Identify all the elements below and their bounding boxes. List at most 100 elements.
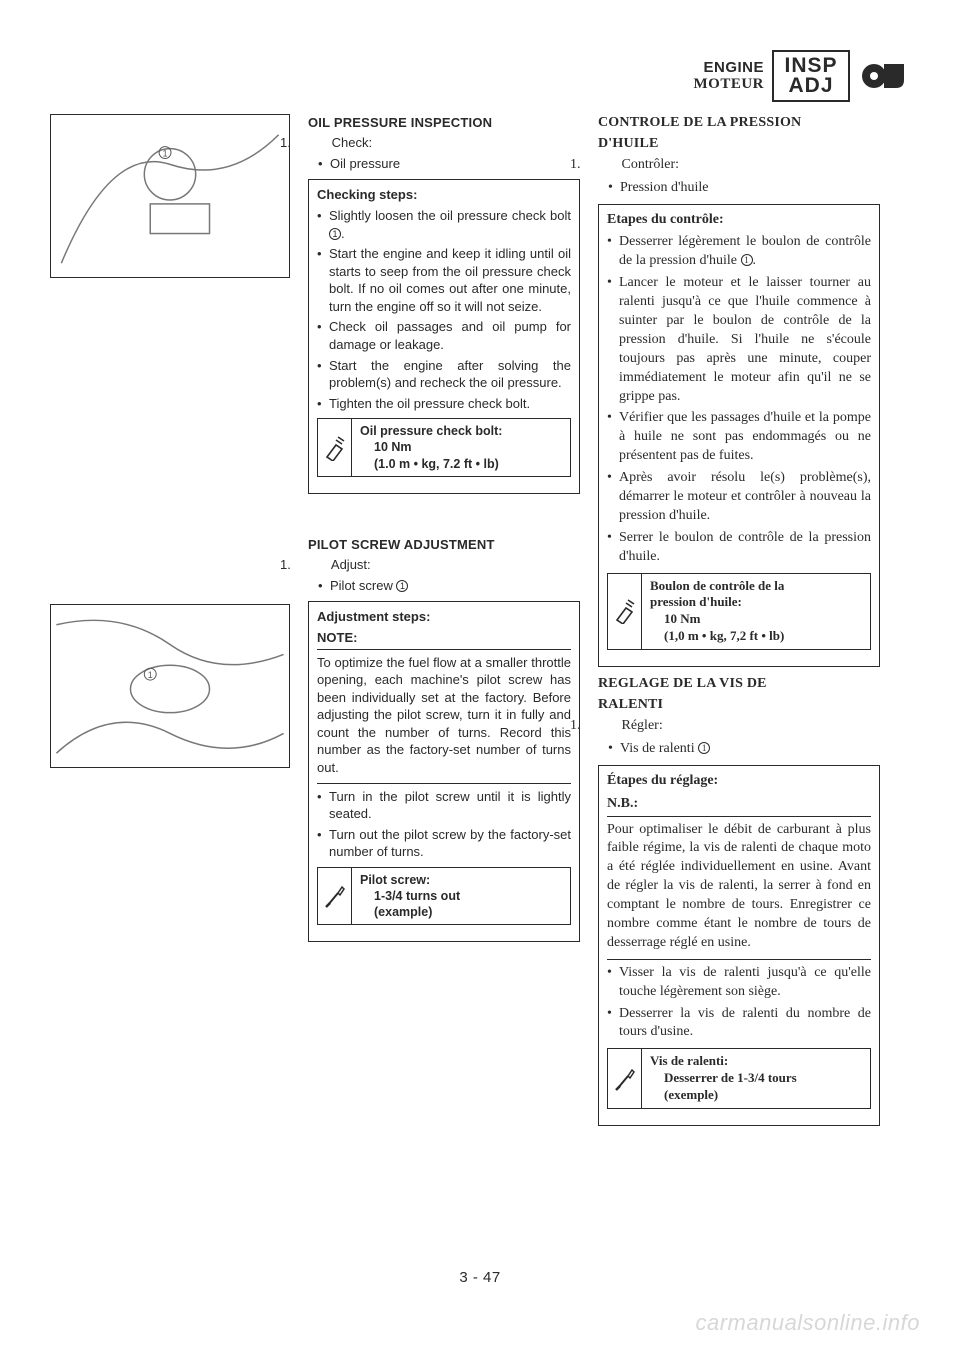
pilot-adjust-item-list-fr: Vis de ralenti 1 [598, 740, 880, 759]
checking-steps-list: Slightly loosen the oil pressure check b… [317, 207, 571, 412]
pilot-screw-title-fr-2: RALENTI [598, 696, 880, 715]
box-title: Adjustment steps: [317, 608, 571, 626]
spec-title: Oil pressure check bolt: [360, 423, 502, 439]
spec-value-1: 10 Nm [650, 611, 784, 628]
oil-pressure-title-fr-1: CONTROLE DE LA PRESSION [598, 114, 880, 133]
header: ENGINE MOTEUR INSP ADJ [50, 50, 910, 102]
note-rule [607, 959, 871, 960]
spec-title-1: Boulon de contrôle de la [650, 578, 784, 595]
pilot-spec-box-fr: Vis de ralenti: Desserrer de 1-3/4 tours… [607, 1048, 871, 1109]
left-column: 1 1 [50, 114, 290, 1134]
note-label: N.B.: [607, 795, 638, 814]
oil-check-step-fr: 1. Contrôler: [598, 156, 880, 175]
box-title: Étapes du réglage: [607, 772, 871, 791]
adjustment-steps-list: Turn in the pilot screw until it is ligh… [317, 788, 571, 861]
step-number: 1. [308, 556, 328, 574]
oil-pressure-title-fr-2: D'HUILE [598, 135, 880, 154]
spec-title-2: pression d'huile: [650, 594, 784, 611]
torque-spec-box-en: Oil pressure check bolt: 10 Nm (1.0 m • … [317, 418, 571, 477]
step-item: Visser la vis de ralenti jusqu'à ce qu'e… [619, 964, 871, 1002]
adjust-item: Vis de ralenti 1 [620, 740, 880, 759]
step-item: Serrer le boulon de contrôle de la press… [619, 529, 871, 567]
callout-1-icon: 1 [329, 228, 341, 240]
box-title: Checking steps: [317, 186, 571, 204]
screwdriver-icon [608, 1049, 642, 1108]
step-label: Régler: [622, 718, 663, 733]
step-label: Contrôler: [622, 157, 680, 172]
torque-spec-text-fr: Boulon de contrôle de la pression d'huil… [642, 574, 792, 650]
page-number: 3 - 47 [0, 1269, 960, 1286]
pilot-spec-box-en: Pilot screw: 1-3/4 turns out (example) [317, 867, 571, 926]
oil-check-item-list-fr: Pression d'huile [598, 179, 880, 198]
oil-pressure-title-en: OIL PRESSURE INSPECTION [308, 114, 580, 132]
oil-check-step: 1. Check: [308, 134, 580, 152]
pilot-spec-text-fr: Vis de ralenti: Desserrer de 1-3/4 tours… [642, 1049, 805, 1108]
step-item: Desserrer la vis de ralenti du nombre de… [619, 1005, 871, 1043]
adjustment-steps-box-fr: Étapes du réglage: N.B.: Pour optimalise… [598, 765, 880, 1126]
step-item: Start the engine and keep it idling unti… [329, 245, 571, 315]
note-text: To optimize the fuel flow at a smaller t… [317, 654, 571, 777]
adjustment-steps-box-en: Adjustment steps: NOTE: To optimize the … [308, 601, 580, 943]
inspection-icon [858, 50, 910, 102]
page: ENGINE MOTEUR INSP ADJ [0, 0, 960, 1358]
callout-1-icon: 1 [698, 742, 710, 754]
checking-steps-box-en: Checking steps: Slightly loosen the oil … [308, 179, 580, 494]
torque-icon [608, 574, 642, 650]
torque-icon [318, 419, 352, 476]
header-label-en: ENGINE [694, 59, 765, 76]
right-column: CONTROLE DE LA PRESSION D'HUILE 1. Contr… [598, 114, 880, 1134]
pilot-screw-title-fr-1: REGLAGE DE LA VIS DE [598, 675, 880, 694]
spec-title: Vis de ralenti: [650, 1053, 797, 1070]
insp-text: INSP [784, 56, 837, 76]
insp-adj-box: INSP ADJ [772, 50, 850, 102]
spec-value-1: 1-3/4 turns out [360, 888, 460, 904]
watermark: carmanualsonline.info [695, 1310, 920, 1336]
step-item: Après avoir résolu le(s) problème(s), dé… [619, 469, 871, 526]
svg-text:1: 1 [148, 670, 153, 680]
step-item: Lancer le moteur et le laisser tourner a… [619, 274, 871, 406]
adj-text: ADJ [788, 76, 833, 96]
torque-spec-text: Oil pressure check bolt: 10 Nm (1.0 m • … [352, 419, 510, 476]
spec-title: Pilot screw: [360, 872, 460, 888]
check-item: Oil pressure [330, 155, 580, 173]
adjust-item: Pilot screw 1 [330, 577, 580, 595]
note-text: Pour optimaliser le débit de carburant à… [607, 821, 871, 953]
step-number: 1. [308, 134, 328, 152]
pilot-adjust-step-fr: 1. Régler: [598, 717, 880, 736]
pilot-screw-title-en: PILOT SCREW ADJUSTMENT [308, 536, 580, 554]
checking-steps-list-fr: Desserrer légèrement le boulon de contrô… [607, 233, 871, 566]
callout-1-icon: 1 [741, 254, 753, 266]
adjustment-steps-list-fr: Visser la vis de ralenti jusqu'à ce qu'e… [607, 964, 871, 1043]
step-number: 1. [598, 717, 618, 736]
step-item: Start the engine after solving the probl… [329, 357, 571, 392]
step-item: Vérifier que les passages d'huile et la … [619, 409, 871, 466]
screwdriver-icon [318, 868, 352, 925]
check-item: Pression d'huile [620, 179, 880, 198]
spec-value-2: (1.0 m • kg, 7.2 ft • lb) [360, 456, 502, 472]
note-label: NOTE: [317, 629, 357, 647]
svg-text:1: 1 [163, 148, 168, 158]
middle-column: OIL PRESSURE INSPECTION 1. Check: Oil pr… [308, 114, 580, 1134]
spec-value-2: (exemple) [650, 1087, 797, 1104]
step-label: Check: [332, 135, 372, 150]
note-rule [317, 649, 571, 650]
note-rule [317, 783, 571, 784]
step-item: Slightly loosen the oil pressure check b… [329, 207, 571, 242]
step-item: Turn out the pilot screw by the factory-… [329, 826, 571, 861]
figure-pilot-screw: 1 [50, 604, 290, 768]
callout-1-icon: 1 [396, 580, 408, 592]
box-title: Etapes du contrôle: [607, 211, 871, 230]
step-item: Tighten the oil pressure check bolt. [329, 395, 571, 413]
header-labels: ENGINE MOTEUR [694, 59, 765, 94]
step-label: Adjust: [331, 557, 371, 572]
header-label-fr: MOTEUR [694, 76, 765, 93]
step-item: Check oil passages and oil pump for dama… [329, 318, 571, 353]
spec-value-1: Desserrer de 1-3/4 tours [650, 1070, 797, 1087]
checking-steps-box-fr: Etapes du contrôle: Desserrer légèrement… [598, 204, 880, 668]
pilot-adjust-step: 1. Adjust: [308, 556, 580, 574]
note-rule [607, 816, 871, 817]
oil-check-item-list: Oil pressure [308, 155, 580, 173]
step-item: Turn in the pilot screw until it is ligh… [329, 788, 571, 823]
step-item: Desserrer légèrement le boulon de contrô… [619, 233, 871, 271]
figure-oil-pressure: 1 [50, 114, 290, 278]
